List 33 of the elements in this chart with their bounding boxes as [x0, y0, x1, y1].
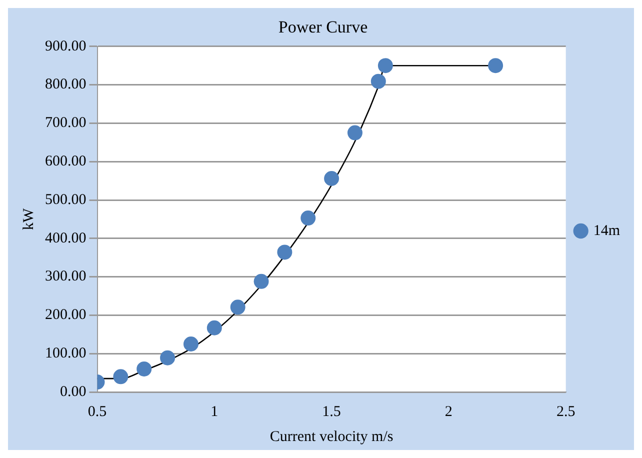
y-tick-label: 900.00	[45, 38, 86, 54]
y-tick-label: 500.00	[45, 192, 86, 208]
y-axis-title: kW	[20, 208, 37, 230]
point	[347, 125, 362, 140]
x-tick-label: 2.5	[556, 404, 576, 420]
x-tick-label: 0.5	[88, 404, 107, 420]
y-tick-label: 200.00	[45, 307, 86, 324]
chart-title: Power Curve	[278, 18, 368, 37]
legend-label: 14m	[593, 222, 620, 239]
point	[300, 210, 316, 226]
y-tick-label: 400.00	[45, 230, 86, 246]
point	[230, 300, 246, 315]
y-tick-label: 800.00	[45, 76, 86, 93]
y-tick-label: 100.00	[45, 346, 86, 362]
x-tick-label: 2	[444, 404, 452, 420]
point	[277, 244, 292, 260]
x-tick-label: 1	[210, 404, 218, 420]
point	[206, 320, 222, 336]
x-tick-label: 1.5	[322, 404, 341, 420]
y-tick-label: 700.00	[45, 115, 86, 132]
point	[254, 274, 269, 289]
y-tick-label: 300.00	[45, 268, 86, 285]
y-tick-label: 600.00	[45, 154, 86, 170]
y-tick-label: 0.00	[60, 384, 86, 400]
point	[136, 361, 152, 376]
point	[160, 350, 176, 366]
point	[370, 74, 386, 89]
point	[324, 170, 340, 186]
x-axis-title: Current velocity m/s	[270, 428, 394, 445]
point	[488, 58, 504, 74]
point	[113, 369, 128, 384]
point	[378, 58, 393, 74]
point	[183, 336, 198, 352]
